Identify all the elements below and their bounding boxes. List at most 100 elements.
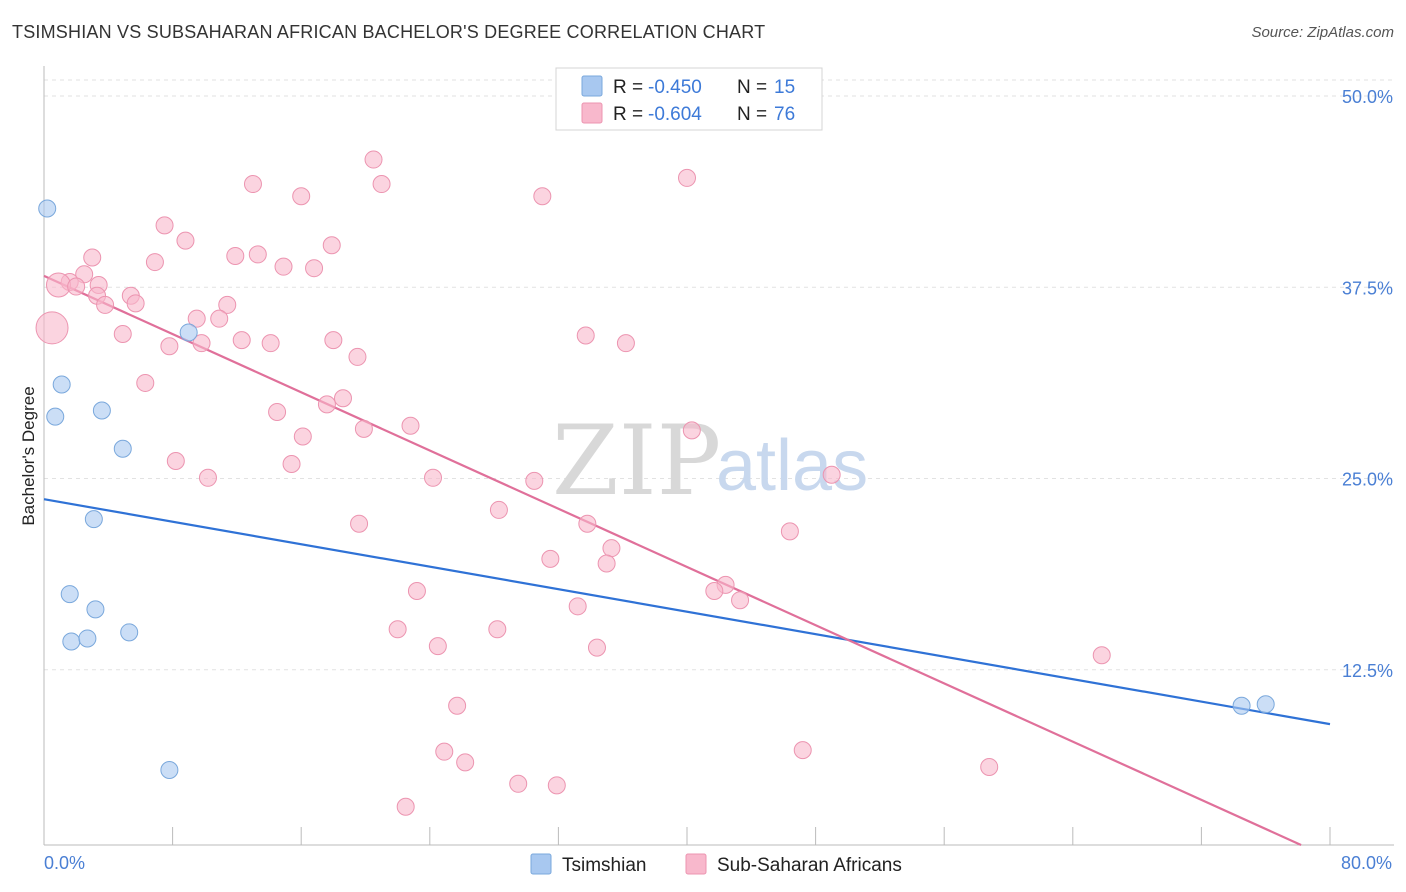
point-1-75 [396, 797, 415, 816]
point-1-7 [176, 231, 195, 250]
point-1-62 [568, 597, 587, 616]
correlation-legend: R = -0.450 N = 15 R = -0.604 N = 76 [555, 67, 823, 131]
point-1-34 [576, 326, 595, 345]
point-0-5 [113, 439, 132, 458]
y-axis-title: Bachelor's Degree [19, 386, 38, 525]
point-1-68 [448, 696, 467, 715]
point-1-13 [305, 259, 324, 278]
point-1-6 [155, 216, 174, 235]
point-1-38 [333, 389, 352, 408]
point-1-10 [322, 236, 341, 255]
y-tick-label-2: 25.0% [1342, 470, 1393, 490]
trend-line-1 [43, 274, 1302, 847]
point-1-70 [456, 753, 475, 772]
point-1-36 [348, 347, 367, 366]
point-0-0 [38, 199, 57, 218]
point-1-31 [232, 331, 251, 350]
point-0-8 [86, 600, 105, 619]
point-0-2 [46, 407, 65, 426]
point-1-27 [35, 311, 69, 345]
legend-n-label-2: N = [737, 104, 767, 125]
y-tick-label-0: 50.0% [1342, 87, 1393, 107]
legend-r-value-1: -0.450 [648, 77, 702, 98]
legend-n-value-1: 15 [774, 77, 795, 98]
point-0-9 [120, 623, 139, 642]
point-1-4 [533, 187, 552, 206]
legend-r-value-2: -0.604 [648, 104, 702, 125]
point-1-46 [282, 455, 301, 474]
point-1-42 [401, 416, 420, 435]
y-tick-labels: 50.0% 37.5% 25.0% 12.5% [1342, 87, 1393, 681]
point-1-69 [435, 742, 454, 761]
point-1-44 [293, 427, 312, 446]
point-1-48 [424, 468, 443, 487]
point-1-30 [192, 334, 211, 353]
point-1-40 [268, 403, 287, 422]
point-1-39 [317, 395, 336, 414]
point-1-11 [145, 253, 164, 272]
x-tick-label-min: 0.0% [44, 853, 85, 873]
point-1-1 [243, 175, 262, 194]
point-1-37 [136, 373, 155, 392]
point-1-71 [793, 741, 812, 760]
point-0-14 [1256, 695, 1275, 714]
point-0-1 [52, 375, 71, 394]
point-0-4 [179, 323, 198, 342]
point-0-10 [62, 632, 81, 651]
point-0-12 [160, 761, 179, 780]
point-1-67 [1092, 646, 1111, 665]
point-1-12 [274, 257, 293, 276]
point-1-64 [488, 620, 507, 639]
point-0-13 [1232, 696, 1251, 715]
point-1-51 [489, 500, 508, 519]
point-1-9 [248, 245, 267, 264]
point-1-60 [407, 582, 426, 601]
x-tick-label-max: 80.0% [1341, 853, 1392, 873]
point-1-52 [350, 514, 369, 533]
point-1-28 [113, 324, 132, 343]
series-legend: Tsimshian Sub-Saharan Africans [530, 853, 902, 876]
source-credit: Source: ZipAtlas.com [1251, 24, 1394, 41]
data-points [35, 150, 1275, 816]
point-1-73 [509, 774, 528, 793]
chart-title: TSIMSHIAN VS SUBSAHARAN AFRICAN BACHELOR… [12, 22, 766, 42]
trend-line-0 [43, 498, 1331, 726]
watermark: ZIP atlas [552, 405, 868, 517]
watermark-zip: ZIP [552, 405, 721, 517]
point-1-55 [602, 539, 621, 558]
point-1-43 [682, 421, 701, 440]
point-1-0 [364, 150, 383, 169]
legend-swatch-tsimshian [581, 75, 603, 97]
point-1-14 [83, 248, 102, 267]
point-0-7 [60, 585, 79, 604]
point-1-57 [597, 554, 616, 573]
bottom-legend-label-subsaharan: Sub-Saharan Africans [717, 855, 902, 876]
point-1-5 [678, 168, 696, 187]
point-1-32 [261, 334, 280, 353]
bottom-legend-swatch-tsimshian [530, 853, 552, 875]
point-1-49 [525, 471, 544, 490]
point-1-50 [822, 465, 841, 484]
legend-swatch-subsaharan [581, 102, 603, 124]
point-1-8 [226, 246, 245, 265]
point-1-25 [210, 309, 229, 328]
point-1-29 [160, 337, 179, 356]
y-tick-label-3: 12.5% [1342, 661, 1393, 681]
point-1-26 [187, 309, 206, 328]
axes [43, 66, 1394, 846]
point-1-22 [126, 294, 145, 313]
legend-r-label-2: R = [613, 104, 643, 125]
point-0-11 [78, 629, 97, 648]
point-1-63 [388, 620, 407, 639]
point-1-41 [354, 419, 373, 438]
legend-n-label-1: N = [737, 77, 767, 98]
legend-r-label-1: R = [613, 77, 643, 98]
bottom-legend-swatch-subsaharan [685, 853, 707, 875]
point-1-66 [587, 638, 606, 657]
point-1-19 [67, 277, 86, 296]
trend-lines [43, 274, 1331, 847]
point-1-72 [980, 757, 999, 776]
point-0-3 [92, 401, 111, 420]
point-1-61 [731, 591, 750, 610]
